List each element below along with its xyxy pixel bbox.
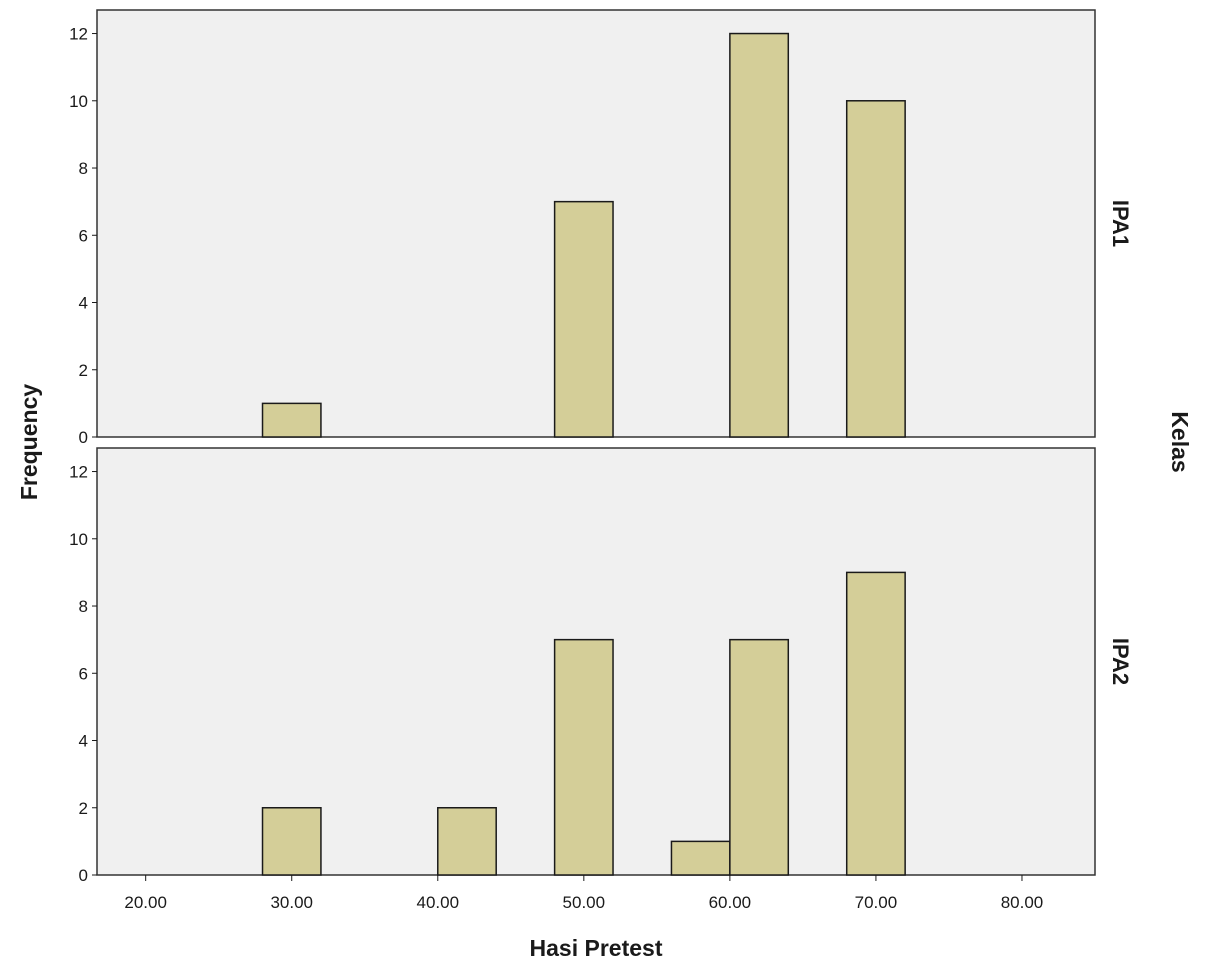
y-axis-title: Frequency xyxy=(16,384,42,501)
panel-ipa1: 0 2 4 6 8 10 12 IPA1 xyxy=(69,9,1133,447)
panel-ipa2: 0 2 4 6 8 10 12 IPA2 xyxy=(69,447,1133,885)
bar xyxy=(845,571,906,876)
bar xyxy=(437,807,497,876)
x-tick-label: 50.00 xyxy=(563,893,606,912)
bar xyxy=(261,807,322,876)
bar xyxy=(553,638,614,876)
y-tick-label: 2 xyxy=(79,361,88,380)
bar xyxy=(845,100,906,438)
x-tick-label: 80.00 xyxy=(1001,893,1044,912)
y-tick-label: 6 xyxy=(79,664,88,683)
bar xyxy=(729,32,790,438)
x-tick-label: 60.00 xyxy=(709,893,752,912)
x-tick-label: 70.00 xyxy=(855,893,898,912)
y-tick-label: 10 xyxy=(69,92,88,111)
y-tick-label: 2 xyxy=(79,799,88,818)
y-tick-label: 8 xyxy=(79,159,88,178)
y-tick-label: 4 xyxy=(79,294,88,313)
panel-label: IPA1 xyxy=(1108,200,1133,247)
x-axis-title: Hasi Pretest xyxy=(530,935,663,961)
y-tick-label: 12 xyxy=(69,25,88,44)
y-tick-label: 10 xyxy=(69,530,88,549)
y-tick-label: 6 xyxy=(79,226,88,245)
y-tick-label: 4 xyxy=(79,732,88,751)
bar xyxy=(670,840,731,876)
y-tick-label: 12 xyxy=(69,463,88,482)
bar xyxy=(553,200,614,438)
x-axis: 20.00 30.00 40.00 50.00 60.00 70.00 80.00 xyxy=(124,875,1043,912)
x-tick-label: 40.00 xyxy=(417,893,460,912)
x-tick-label: 30.00 xyxy=(270,893,313,912)
y-tick-label: 0 xyxy=(79,866,88,885)
panel-label: IPA2 xyxy=(1108,638,1133,685)
bar xyxy=(261,402,322,438)
bar xyxy=(729,638,790,876)
y-tick-label: 8 xyxy=(79,597,88,616)
x-tick-label: 20.00 xyxy=(124,893,167,912)
panel-axis-title: Kelas xyxy=(1167,411,1193,472)
chart-panels: 0 2 4 6 8 10 12 IPA1 0 2 4 6 8 10 12 IPA2 xyxy=(69,9,1133,885)
y-tick-label: 0 xyxy=(79,428,88,447)
